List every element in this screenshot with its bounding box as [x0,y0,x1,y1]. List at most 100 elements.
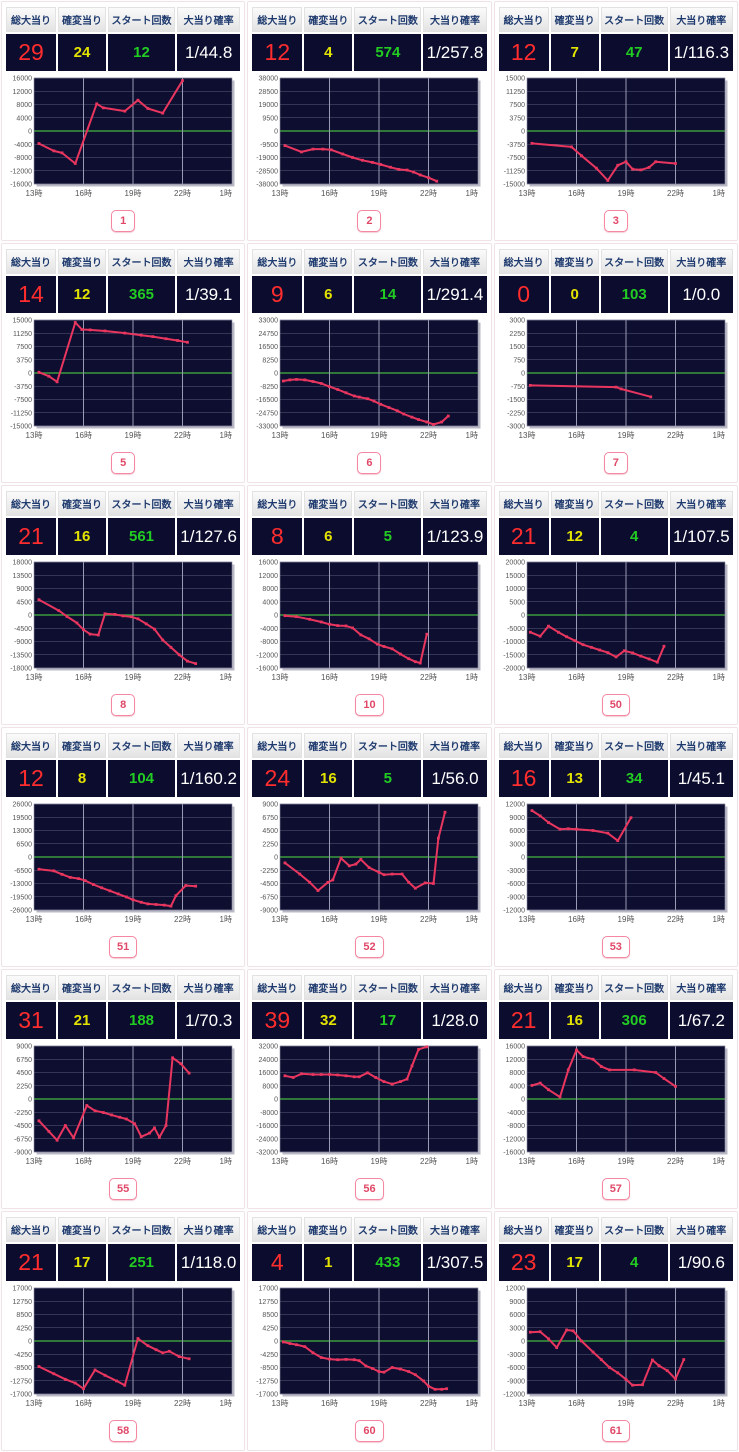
machine-number-row: 1 [6,210,240,232]
svg-text:-7500: -7500 [507,155,525,162]
stats-header-row: 総大当り 確変当り スタート回数 大当り確率 [6,249,241,274]
start-count-value: 365 [108,276,175,313]
svg-text:-750: -750 [511,384,525,391]
total-jackpot-value: 39 [252,1002,303,1039]
svg-text:6750: 6750 [263,815,279,822]
jackpot-probability-value: 1/123.9 [423,518,487,555]
svg-text:7500: 7500 [16,344,32,351]
total-jackpot-value: 21 [498,1002,549,1039]
header-jackpot-probability: 大当り確率 [423,975,487,1000]
stats-header-row: 総大当り 確変当り スタート回数 大当り確率 [6,975,241,1000]
svg-text:15000: 15000 [13,318,33,325]
kakuhen-hits-value: 24 [58,34,106,71]
machine-number-badge[interactable]: 50 [601,694,630,716]
stats-value-row: 24 16 5 1/56.0 [252,760,487,797]
header-total-jackpot: 総大当り [498,733,549,758]
machine-panel: 総大当り 確変当り スタート回数 大当り確率 29 24 12 1/44.8 -… [1,1,246,241]
machine-number-badge[interactable]: 53 [601,936,630,958]
svg-text:4500: 4500 [16,1070,32,1077]
panel-chart: -16000 -12000 -8000 -4000 0 4000 8000 12000 1600… [257,560,481,682]
svg-text:4250: 4250 [16,1325,32,1332]
svg-text:16時: 16時 [321,189,338,198]
svg-text:26000: 26000 [13,802,33,809]
machine-panel: 総大当り 確変当り スタート回数 大当り確率 31 21 188 1/70.3 … [1,969,246,1209]
kakuhen-hits-value: 13 [550,760,599,797]
machine-number-row: 57 [499,1178,733,1200]
svg-text:16時: 16時 [321,1399,338,1408]
machine-number-badge[interactable]: 5 [111,452,136,474]
total-jackpot-value: 21 [6,518,56,555]
svg-text:16時: 16時 [75,431,92,440]
svg-text:22時: 22時 [174,673,191,682]
stats-value-row: 39 32 17 1/28.0 [252,1002,487,1039]
machine-number-badge[interactable]: 7 [603,452,628,474]
header-total-jackpot: 総大当り [498,491,549,516]
svg-text:-15000: -15000 [10,424,32,431]
svg-text:-16000: -16000 [257,666,279,673]
svg-text:19時: 19時 [371,1399,388,1408]
svg-text:12000: 12000 [505,802,525,809]
svg-text:6750: 6750 [16,1057,32,1064]
header-kakuhen-hits: 確変当り [550,491,599,516]
machine-number-badge[interactable]: 60 [355,1420,384,1442]
header-start-count: スタート回数 [354,7,422,32]
payout-chart-container: -17000 -12750 -8500 -4250 0 4250 8500 12750 1700… [6,1285,240,1411]
svg-text:-8000: -8000 [260,1110,278,1117]
stats-value-row: 4 1 433 1/307.5 [252,1244,487,1281]
machine-number-badge[interactable]: 10 [355,694,384,716]
header-jackpot-probability: 大当り確率 [177,975,241,1000]
machine-number-badge[interactable]: 57 [601,1178,630,1200]
svg-text:-38000: -38000 [257,182,279,189]
svg-text:19時: 19時 [617,1157,634,1166]
svg-text:13時: 13時 [518,673,535,682]
jackpot-probability-value: 1/70.3 [177,1002,241,1039]
svg-text:17000: 17000 [13,1286,33,1293]
total-jackpot-value: 23 [498,1244,549,1281]
machine-number-badge[interactable]: 56 [355,1178,384,1200]
machine-number-badge[interactable]: 3 [603,210,628,232]
svg-text:8000: 8000 [509,1070,525,1077]
stats-header-row: 総大当り 確変当り スタート回数 大当り確率 [252,491,487,516]
header-jackpot-probability: 大当り確率 [423,733,487,758]
svg-text:-4000: -4000 [14,142,32,149]
jackpot-probability-value: 1/0.0 [669,276,733,313]
machine-number-badge[interactable]: 6 [357,452,382,474]
header-total-jackpot: 総大当り [252,975,303,1000]
machine-number-badge[interactable]: 52 [355,936,384,958]
header-total-jackpot: 総大当り [498,975,549,1000]
machine-number-badge[interactable]: 2 [357,210,382,232]
header-jackpot-probability: 大当り確率 [669,1217,733,1242]
total-jackpot-value: 4 [252,1244,303,1281]
svg-text:16500: 16500 [259,344,279,351]
machine-number-badge[interactable]: 55 [109,1178,138,1200]
svg-text:0: 0 [521,129,525,136]
svg-text:-8500: -8500 [14,1365,32,1372]
machine-panel: 総大当り 確変当り スタート回数 大当り確率 4 1 433 1/307.5 -… [247,1211,492,1451]
payout-chart-container: -32000 -24000 -16000 -8000 0 8000 16000 24000 32… [252,1043,486,1169]
machine-number-badge[interactable]: 58 [109,1420,138,1442]
header-start-count: スタート回数 [354,491,422,516]
svg-text:19500: 19500 [13,815,33,822]
header-start-count: スタート回数 [354,733,422,758]
svg-text:-15000: -15000 [503,652,525,659]
machine-panel: 総大当り 確変当り スタート回数 大当り確率 23 17 4 1/90.6 -1… [493,1211,738,1451]
header-jackpot-probability: 大当り確率 [177,491,241,516]
panel-chart: -18000 -13500 -9000 -4500 0 4500 9000 13500 1800… [10,560,235,682]
start-count-value: 433 [354,1244,422,1281]
machine-number-badge[interactable]: 61 [601,1420,630,1442]
machine-panel: 総大当り 確変当り スタート回数 大当り確率 21 12 4 1/107.5 -… [493,485,738,725]
header-jackpot-probability: 大当り確率 [669,7,733,32]
svg-text:-6750: -6750 [260,894,278,901]
svg-text:1時: 1時 [712,915,724,924]
panel-chart: -38000 -28500 -19000 -9500 0 9500 19000 28500 38… [257,76,481,198]
header-kakuhen-hits: 確変当り [550,249,599,274]
kakuhen-hits-value: 21 [58,1002,106,1039]
machine-number-badge[interactable]: 1 [111,210,136,232]
machine-number-badge[interactable]: 51 [109,936,138,958]
machine-number-badge[interactable]: 8 [111,694,136,716]
total-jackpot-value: 31 [6,1002,56,1039]
machine-panel: 総大当り 確変当り スタート回数 大当り確率 21 16 306 1/67.2 … [493,969,738,1209]
header-jackpot-probability: 大当り確率 [177,7,241,32]
svg-text:-2250: -2250 [14,1110,32,1117]
stats-header-row: 総大当り 確変当り スタート回数 大当り確率 [252,733,487,758]
